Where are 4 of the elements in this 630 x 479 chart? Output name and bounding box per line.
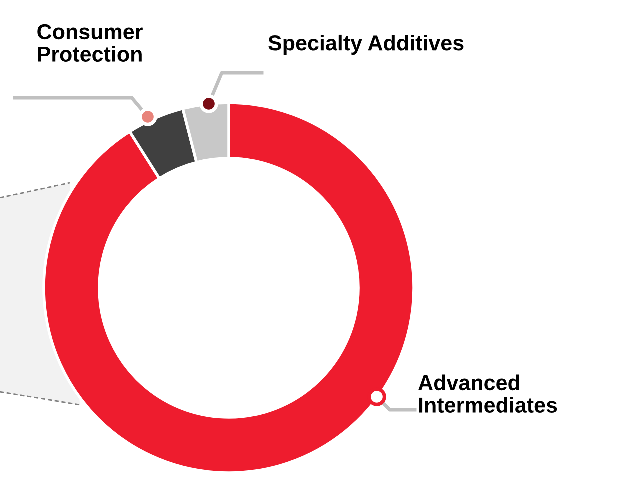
slice-label: Specialty Additives bbox=[268, 34, 464, 56]
donut-slice bbox=[42, 102, 416, 474]
slice-label: Consumer Protection bbox=[38, 24, 143, 62]
legend-label: Advanced Intermediates bbox=[418, 374, 558, 413]
